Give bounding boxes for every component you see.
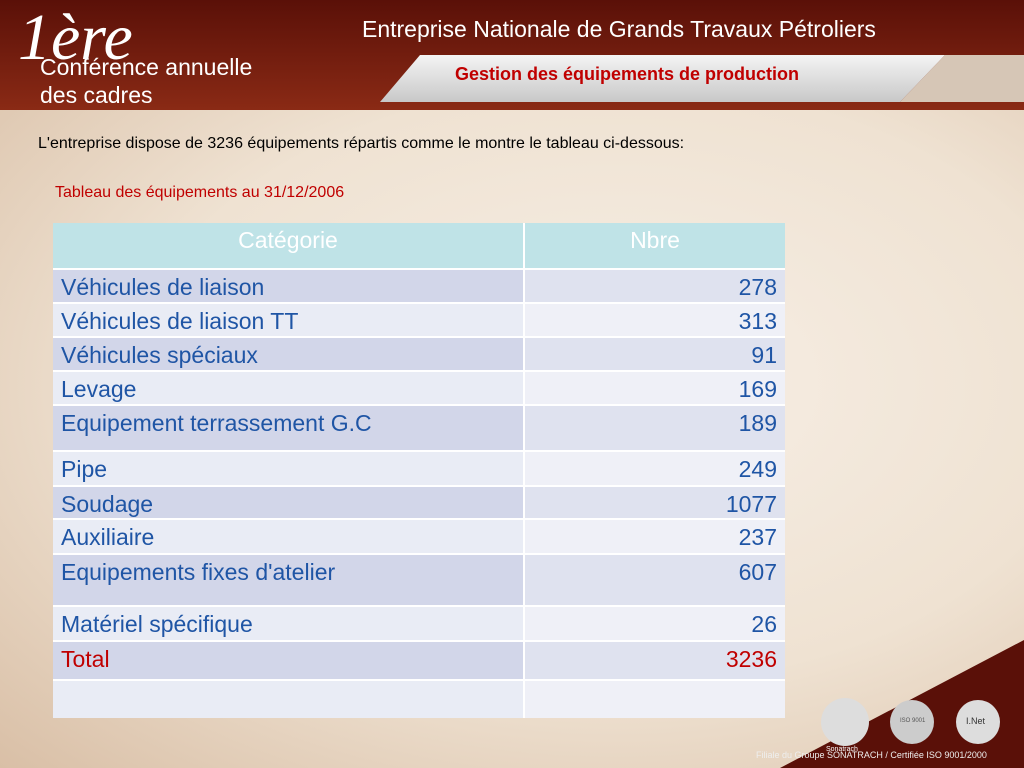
count-cell: 169 (525, 372, 785, 404)
empty-cell (53, 681, 523, 718)
category-cell: Equipements fixes d'atelier (53, 555, 523, 605)
column-header: Nbre (525, 223, 785, 268)
category-cell: Véhicules de liaison (53, 270, 523, 302)
count-cell: 607 (525, 555, 785, 605)
category-cell: Véhicules spéciaux (53, 338, 523, 370)
column-header: Catégorie (53, 223, 523, 268)
footer-logo: Sonatrach (826, 746, 858, 753)
footer-logo: I.Net (966, 716, 986, 726)
count-cell: 237 (525, 520, 785, 553)
category-cell: Matériel spécifique (53, 607, 523, 640)
count-cell: 313 (525, 304, 785, 336)
count-cell: 278 (525, 270, 785, 302)
company-name: Entreprise Nationale de Grands Travaux P… (362, 16, 876, 42)
count-cell: 249 (525, 452, 785, 485)
footer-logo: ISO 9001 (900, 718, 926, 724)
category-cell: Pipe (53, 452, 523, 485)
count-cell: 26 (525, 607, 785, 640)
conference: des cadres (40, 82, 153, 108)
total-label: Total (53, 642, 523, 679)
subtitle: Gestion des équipements de production (455, 64, 800, 84)
total-value: 3236 (525, 642, 785, 679)
category-cell: Levage (53, 372, 523, 404)
category-cell: Véhicules de liaison TT (53, 304, 523, 336)
table: Catégorie Nbre Véhicules de liaison 278 Véhi… (53, 223, 785, 718)
empty-cell (525, 681, 785, 718)
logo: 1ère (18, 1, 133, 74)
category-cell: Soudage (53, 487, 523, 518)
count-cell: 189 (525, 406, 785, 450)
table-caption: Tableau des équipements au 31/12/2006 (55, 184, 345, 201)
count-cell: 1077 (525, 487, 785, 518)
category-cell: Auxiliaire (53, 520, 523, 553)
category-cell: Equipement terrassement G.C (53, 406, 523, 450)
footer-text: Filiale du Groupe SONATRACH / Certifiée … (756, 750, 987, 760)
conference: Conférence annuelle (40, 54, 253, 80)
count-cell: 91 (525, 338, 785, 370)
intro: L'entreprise dispose de 3236 équipements… (38, 135, 685, 152)
